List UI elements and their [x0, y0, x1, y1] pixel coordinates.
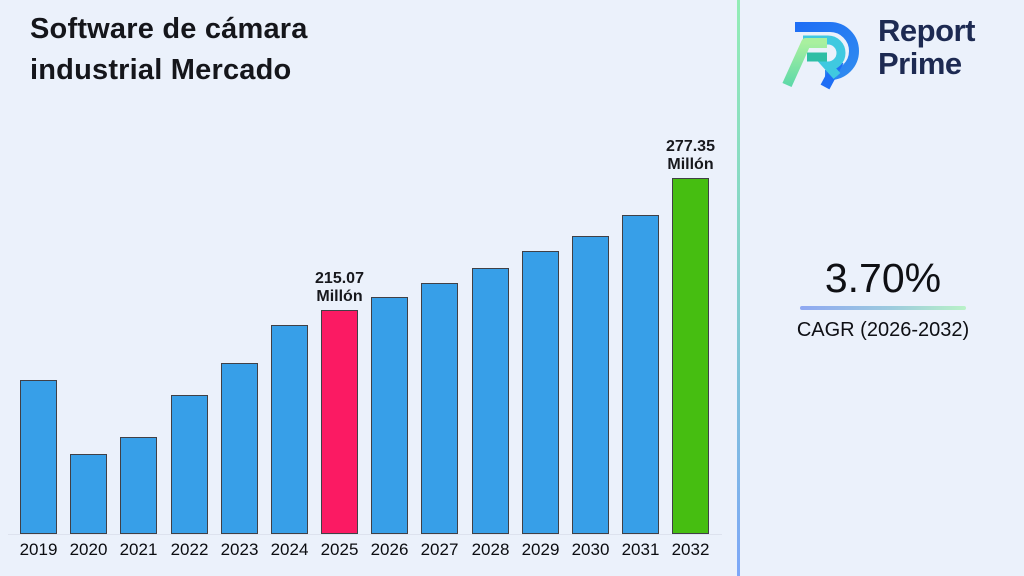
- bar-2021: [120, 437, 157, 534]
- bar-2023: [221, 363, 258, 534]
- x-tick-2030: 2030: [571, 540, 610, 559]
- x-tick-2031: 2031: [621, 540, 660, 559]
- x-tick-2032: 2032: [671, 540, 710, 559]
- x-tick-2026: 2026: [370, 540, 409, 559]
- bar-2022: [171, 395, 208, 534]
- bar-2019: [20, 380, 57, 534]
- bar-2027: [421, 283, 458, 534]
- bar-2032: [672, 178, 709, 534]
- bar-2028: [472, 268, 509, 534]
- brand-logo: Report Prime: [780, 12, 975, 92]
- value-label-unit: Millón: [667, 156, 714, 173]
- value-label-amount: 277.35: [666, 138, 715, 155]
- bar-2025: [321, 310, 358, 534]
- brand-word-prime: Prime: [878, 46, 962, 81]
- cagr-value: 3.70%: [824, 255, 942, 301]
- report-prime-logo-icon: [782, 22, 859, 90]
- bar-2026: [371, 297, 408, 534]
- bar-2029: [522, 251, 559, 534]
- page-title-line1: Software de cámara: [30, 13, 308, 45]
- x-tick-2020: 2020: [69, 540, 108, 559]
- bar-chart: 2019 2020 2021 2022 2023 2024 2025 2026 2027 2028…: [8, 138, 736, 559]
- x-tick-2029: 2029: [521, 540, 560, 559]
- x-tick-2022: 2022: [170, 540, 209, 559]
- page-title: Software de cámara industrial Mercado: [30, 9, 308, 91]
- value-label-amount: 215.07: [315, 270, 364, 287]
- brand-wordmark: Report Prime: [878, 14, 975, 80]
- x-tick-2019: 2019: [19, 540, 58, 559]
- bar-2030: [572, 236, 609, 534]
- panel-divider: [737, 0, 740, 576]
- bar-2031: [622, 215, 659, 534]
- x-tick-2027: 2027: [420, 540, 459, 559]
- cagr-label: CAGR (2026-2032): [796, 319, 970, 341]
- value-label-2032: 277.35 Millón: [646, 138, 736, 174]
- value-label-2025: 215.07 Millón: [295, 270, 385, 306]
- cagr-panel: 3.70% CAGR (2026-2032): [762, 255, 1004, 342]
- bar-2020: [70, 454, 107, 534]
- bar-2024: [271, 325, 308, 534]
- x-tick-2023: 2023: [220, 540, 259, 559]
- x-tick-2025: 2025: [320, 540, 359, 559]
- value-label-unit: Millón: [316, 288, 363, 305]
- x-tick-2021: 2021: [119, 540, 158, 559]
- page-title-line2: industrial Mercado: [30, 54, 292, 86]
- brand-word-report: Report: [878, 13, 975, 48]
- x-tick-2024: 2024: [270, 540, 309, 559]
- x-tick-2028: 2028: [471, 540, 510, 559]
- x-axis-line: [8, 534, 722, 535]
- cagr-accent-underline: [800, 306, 966, 310]
